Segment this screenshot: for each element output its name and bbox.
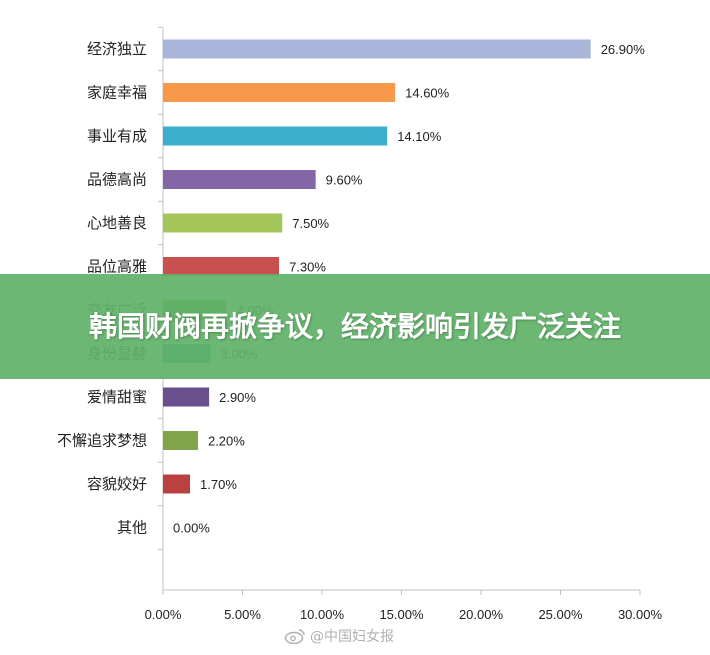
data-label: 26.90% bbox=[601, 42, 646, 57]
bar bbox=[163, 431, 198, 450]
data-label: 7.30% bbox=[289, 260, 326, 275]
category-label: 品德高尚 bbox=[87, 171, 147, 189]
watermark-text: @中国妇女报 bbox=[310, 629, 394, 645]
data-label: 14.60% bbox=[405, 86, 450, 101]
x-tick-label: 0.00% bbox=[145, 607, 182, 622]
category-label: 其他 bbox=[117, 519, 147, 537]
data-label: 1.70% bbox=[200, 477, 237, 492]
bar bbox=[163, 83, 396, 102]
headline-title: 韩国财阀再掀争议，经济影响引发广泛关注 bbox=[88, 309, 621, 343]
watermark: @中国妇女报 bbox=[284, 626, 394, 646]
bar bbox=[163, 213, 283, 233]
x-tick-label: 10.00% bbox=[300, 607, 345, 622]
x-tick-label: 15.00% bbox=[379, 607, 424, 622]
data-label: 2.90% bbox=[219, 390, 256, 405]
bar bbox=[163, 170, 316, 189]
headline-banner: 韩国财阀再掀争议，经济影响引发广泛关注 bbox=[0, 274, 710, 379]
data-label: 14.10% bbox=[397, 129, 442, 144]
bar bbox=[163, 39, 591, 59]
bar bbox=[163, 474, 191, 494]
data-label: 7.50% bbox=[292, 216, 329, 231]
x-tick-label: 25.00% bbox=[538, 607, 583, 622]
category-label: 心地善良 bbox=[87, 214, 147, 232]
category-label: 经济独立 bbox=[87, 40, 147, 58]
x-tick-label: 30.00% bbox=[618, 607, 663, 622]
category-label: 爱情甜蜜 bbox=[87, 388, 147, 406]
data-label: 0.00% bbox=[173, 521, 210, 536]
bar bbox=[163, 387, 210, 407]
data-label: 9.60% bbox=[326, 173, 363, 188]
category-label: 不懈追求梦想 bbox=[57, 432, 147, 450]
x-tick-label: 20.00% bbox=[459, 607, 504, 622]
category-label: 容貌姣好 bbox=[87, 475, 147, 493]
category-label: 家庭幸福 bbox=[87, 84, 147, 102]
bar bbox=[163, 126, 388, 146]
category-label: 品位高雅 bbox=[87, 258, 147, 276]
x-tick-label: 5.00% bbox=[224, 607, 261, 622]
data-label: 2.20% bbox=[208, 434, 245, 449]
category-label: 事业有成 bbox=[87, 127, 147, 145]
weibo-icon bbox=[284, 629, 305, 644]
bar bbox=[163, 257, 280, 276]
